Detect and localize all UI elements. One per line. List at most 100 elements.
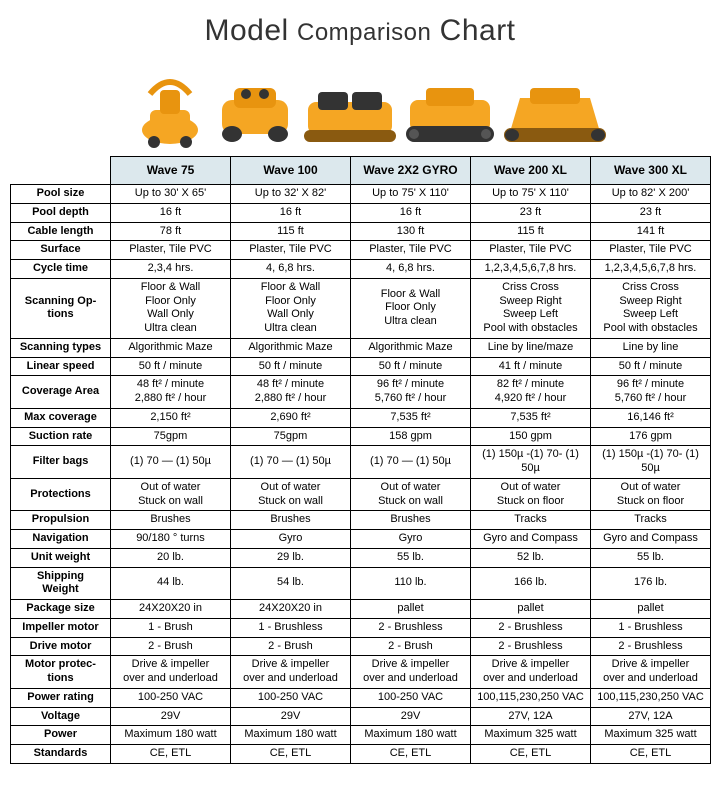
row-label: Cycle time: [11, 260, 111, 279]
spec-cell: 130 ft: [351, 222, 471, 241]
comparison-table: Wave 75 Wave 100 Wave 2X2 GYRO Wave 200 …: [10, 156, 711, 764]
title-word-chart: Chart: [440, 14, 516, 47]
title-word-model: Model: [204, 14, 288, 47]
table-row: Suction rate75gpm75gpm158 gpm150 gpm176 …: [11, 427, 711, 446]
row-label: Propulsion: [11, 511, 111, 530]
row-label: Power: [11, 726, 111, 745]
spec-cell: Drive & impellerover and underload: [231, 656, 351, 689]
spec-cell: Drive & impellerover and underload: [111, 656, 231, 689]
spec-cell: 110 lb.: [351, 567, 471, 600]
spec-cell: Up to 82' X 200': [591, 185, 711, 204]
spec-cell: 4, 6,8 hrs.: [231, 260, 351, 279]
spec-cell: Out of waterStuck on wall: [231, 478, 351, 511]
row-label: Protections: [11, 478, 111, 511]
spec-cell: 50 ft / minute: [351, 357, 471, 376]
spec-cell: (1) 150µ -(1) 70- (1) 50µ: [471, 446, 591, 479]
spec-cell: Algorithmic Maze: [111, 338, 231, 357]
row-label: Impeller motor: [11, 618, 111, 637]
spec-cell: Drive & impellerover and underload: [591, 656, 711, 689]
spec-cell: Tracks: [591, 511, 711, 530]
spec-cell: 54 lb.: [231, 567, 351, 600]
table-row: Protections Out of waterStuck on wallOut …: [11, 478, 711, 511]
row-label: Motor protec-tions: [11, 656, 111, 689]
spec-cell: 4, 6,8 hrs.: [351, 260, 471, 279]
table-row: PropulsionBrushesBrushesBrushesTracksTra…: [11, 511, 711, 530]
spec-cell: Maximum 180 watt: [231, 726, 351, 745]
spec-cell: 55 lb.: [351, 548, 471, 567]
spec-cell: Out of waterStuck on wall: [351, 478, 471, 511]
spec-cell: Algorithmic Maze: [351, 338, 471, 357]
spec-cell: pallet: [471, 600, 591, 619]
spec-cell: CE, ETL: [111, 745, 231, 764]
spec-cell: 2 - Brushless: [351, 618, 471, 637]
spec-cell: 2 - Brushless: [471, 618, 591, 637]
table-row: Cable length78 ft115 ft130 ft115 ft141 f…: [11, 222, 711, 241]
row-label: Filter bags: [11, 446, 111, 479]
spec-cell: 24X20X20 in: [111, 600, 231, 619]
row-label: Pool size: [11, 185, 111, 204]
model-header: Wave 100: [231, 157, 351, 185]
model-header: Wave 300 XL: [591, 157, 711, 185]
table-row: Coverage Area 48 ft² / minute2,880 ft² / …: [11, 376, 711, 409]
table-row: Scanning typesAlgorithmic MazeAlgorithmi…: [11, 338, 711, 357]
table-row: Pool sizeUp to 30' X 65'Up to 32' X 82'U…: [11, 185, 711, 204]
row-label: Voltage: [11, 707, 111, 726]
spec-cell: 82 ft² / minute4,920 ft² / hour: [471, 376, 591, 409]
spec-cell: 16 ft: [111, 203, 231, 222]
spec-cell: Criss CrossSweep RightSweep LeftPool wit…: [471, 278, 591, 338]
spec-cell: 23 ft: [591, 203, 711, 222]
row-label: Coverage Area: [11, 376, 111, 409]
spec-cell: 2,150 ft²: [111, 408, 231, 427]
spec-cell: 100-250 VAC: [231, 688, 351, 707]
spec-cell: 96 ft² / minute5,760 ft² / hour: [591, 376, 711, 409]
spec-cell: Gyro and Compass: [471, 530, 591, 549]
spec-cell: 24X20X20 in: [231, 600, 351, 619]
product-image-wave-2x2: [300, 80, 400, 150]
spec-cell: 2 - Brush: [111, 637, 231, 656]
spec-cell: 176 gpm: [591, 427, 711, 446]
spec-cell: 41 ft / minute: [471, 357, 591, 376]
spec-cell: pallet: [591, 600, 711, 619]
spec-cell: 7,535 ft²: [351, 408, 471, 427]
table-row: Pool depth16 ft16 ft16 ft23 ft23 ft: [11, 203, 711, 222]
spec-cell: pallet: [351, 600, 471, 619]
spec-cell: (1) 70 — (1) 50µ: [231, 446, 351, 479]
spec-cell: Drive & impellerover and underload: [471, 656, 591, 689]
table-row: Cycle time2,3,4 hrs.4, 6,8 hrs.4, 6,8 hr…: [11, 260, 711, 279]
spec-cell: 50 ft / minute: [231, 357, 351, 376]
row-label: Surface: [11, 241, 111, 260]
spec-cell: 2,3,4 hrs.: [111, 260, 231, 279]
spec-cell: 100,115,230,250 VAC: [591, 688, 711, 707]
row-label: Drive motor: [11, 637, 111, 656]
table-row: Impeller motor1 - Brush1 - Brushless2 - …: [11, 618, 711, 637]
table-row: Filter bags (1) 70 — (1) 50µ(1) 70 — (1) …: [11, 446, 711, 479]
spec-cell: Brushes: [231, 511, 351, 530]
spec-cell: 16 ft: [351, 203, 471, 222]
row-label: Linear speed: [11, 357, 111, 376]
product-image-wave-100: [210, 70, 300, 150]
spec-cell: 48 ft² / minute2,880 ft² / hour: [231, 376, 351, 409]
row-label: Max coverage: [11, 408, 111, 427]
spec-cell: 7,535 ft²: [471, 408, 591, 427]
spec-cell: Gyro and Compass: [591, 530, 711, 549]
spec-cell: 27V, 12A: [471, 707, 591, 726]
spec-cell: CE, ETL: [471, 745, 591, 764]
spec-cell: 2 - Brush: [351, 637, 471, 656]
spec-cell: 1 - Brushless: [231, 618, 351, 637]
spec-cell: Floor & WallFloor OnlyUltra clean: [351, 278, 471, 338]
spec-cell: 75gpm: [111, 427, 231, 446]
table-row: Motor protec-tionsDrive & impellerover a…: [11, 656, 711, 689]
spec-cell: Floor & WallFloor OnlyWall OnlyUltra cle…: [111, 278, 231, 338]
model-header: Wave 200 XL: [471, 157, 591, 185]
spec-cell: (1) 70 — (1) 50µ: [351, 446, 471, 479]
spec-cell: Algorithmic Maze: [231, 338, 351, 357]
spec-cell: 141 ft: [591, 222, 711, 241]
spec-cell: 23 ft: [471, 203, 591, 222]
row-label: ShippingWeight: [11, 567, 111, 600]
row-label: Standards: [11, 745, 111, 764]
spec-cell: Maximum 325 watt: [591, 726, 711, 745]
table-row: Unit weight20 lb.29 lb.55 lb.52 lb.55 lb…: [11, 548, 711, 567]
spec-cell: Gyro: [351, 530, 471, 549]
spec-cell: Maximum 180 watt: [351, 726, 471, 745]
spec-cell: Plaster, Tile PVC: [111, 241, 231, 260]
